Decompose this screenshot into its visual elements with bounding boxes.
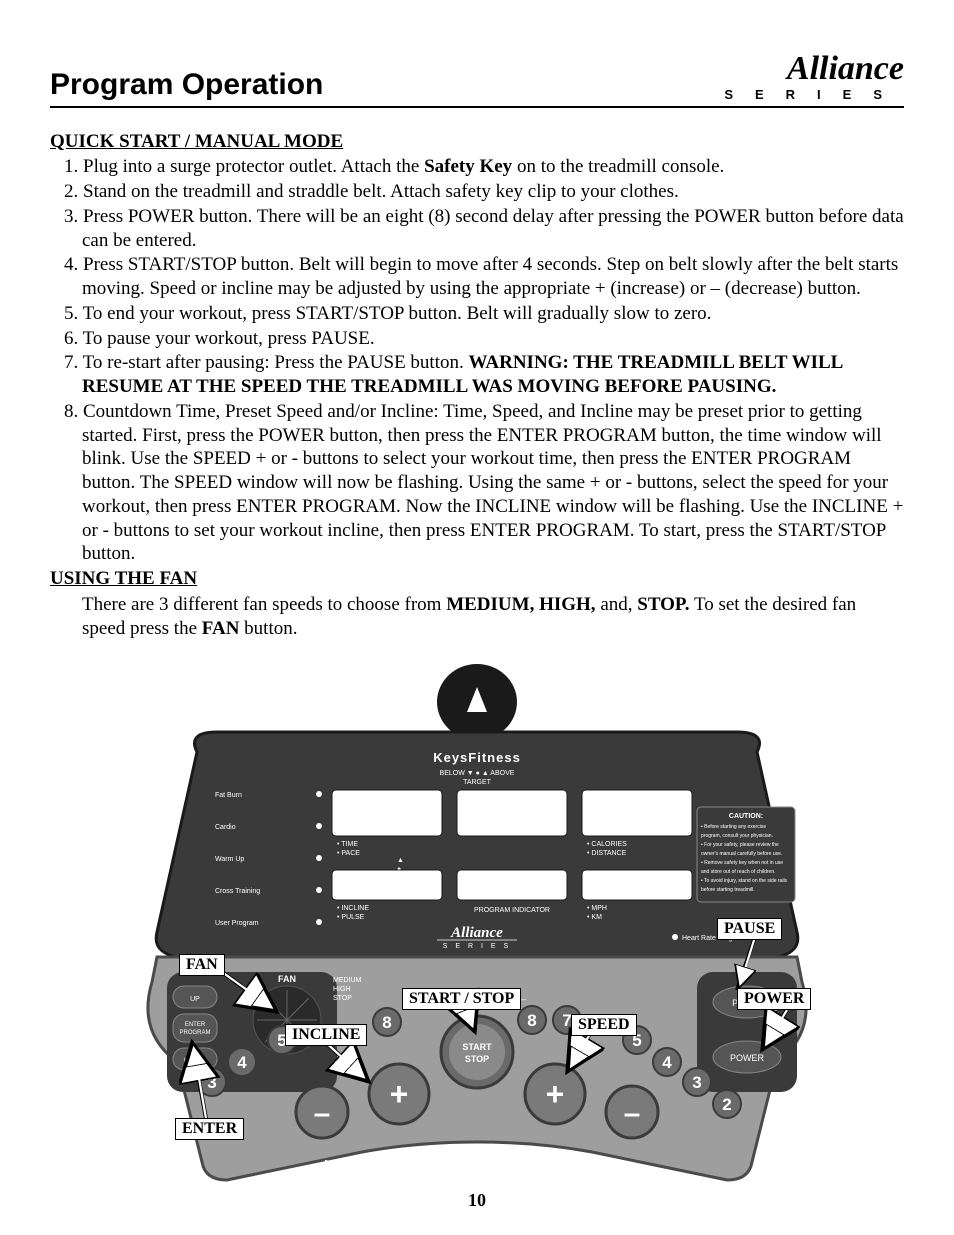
svg-text:• TIME: • TIME xyxy=(337,841,358,848)
svg-text:User Program: User Program xyxy=(215,920,259,927)
svg-text:• CALORIES: • CALORIES xyxy=(587,841,627,848)
svg-text:STOP: STOP xyxy=(465,1054,489,1064)
svg-text:• INCLINE: • INCLINE xyxy=(337,905,369,912)
step-6: 6. To pause your workout, press PAUSE. xyxy=(50,327,904,351)
svg-text:STOP: STOP xyxy=(333,995,352,1002)
svg-text:2: 2 xyxy=(722,1095,731,1114)
svg-text:PROGRAM: PROGRAM xyxy=(179,1030,210,1036)
svg-text:PROGRAM INDICATOR: PROGRAM INDICATOR xyxy=(474,907,550,914)
svg-text:BELOW ▼ ● ▲ ABOVE: BELOW ▼ ● ▲ ABOVE xyxy=(440,770,515,777)
svg-text:–: – xyxy=(624,1097,641,1130)
step-3: 3. Press POWER button. There will be an … xyxy=(50,205,904,253)
svg-text:• Remove safety key when not i: • Remove safety key when not in use xyxy=(701,860,783,866)
svg-text:3: 3 xyxy=(207,1073,216,1092)
callout-speed: SPEED xyxy=(571,1014,637,1036)
fan-heading: USING THE FAN xyxy=(50,567,904,591)
quickstart-heading: QUICK START / MANUAL MODE xyxy=(50,130,904,154)
svg-text:• PULSE: • PULSE xyxy=(337,914,365,921)
logo-rest: lliance xyxy=(810,50,904,87)
svg-text:POWER: POWER xyxy=(730,1053,765,1063)
svg-text:▲: ▲ xyxy=(397,857,404,864)
svg-text:• KM: • KM xyxy=(587,914,602,921)
svg-text:INCLINE: INCLINE xyxy=(324,1157,398,1174)
callout-pause: PAUSE xyxy=(717,918,782,940)
svg-text:+: + xyxy=(546,1076,565,1112)
svg-text:SPEED: SPEED xyxy=(563,1157,624,1174)
svg-text:Alliance: Alliance xyxy=(450,925,503,941)
svg-text:S E R I E S: S E R I E S xyxy=(443,943,511,950)
callout-startstop: START / STOP xyxy=(402,988,521,1010)
console-svg: KeysFitness BELOW ▼ ● ▲ ABOVE TARGET Fat… xyxy=(137,662,817,1192)
svg-text:• PACE: • PACE xyxy=(337,850,360,857)
body-content: QUICK START / MANUAL MODE 1. Plug into a… xyxy=(50,130,904,641)
svg-text:Fat Burn: Fat Burn xyxy=(215,792,242,799)
svg-text:before starting treadmill.: before starting treadmill. xyxy=(701,887,755,893)
svg-text:–: – xyxy=(314,1097,331,1130)
logo-prefix: A xyxy=(787,50,810,87)
page-title: Program Operation xyxy=(50,68,323,102)
step-5: 5. To end your workout, press START/STOP… xyxy=(50,302,904,326)
callout-enter: ENTER xyxy=(175,1118,244,1140)
svg-text:Cardio: Cardio xyxy=(215,824,236,831)
svg-text:• MPH: • MPH xyxy=(587,905,607,912)
svg-text:Warm Up: Warm Up xyxy=(215,856,244,863)
step-7: 7. To re-start after pausing: Press the … xyxy=(50,351,904,399)
svg-text:8: 8 xyxy=(382,1013,391,1032)
brand-logo: Alliance SERIES xyxy=(724,54,904,102)
fan-paragraph: There are 3 different fan speeds to choo… xyxy=(50,593,904,641)
svg-text:MEDIUM: MEDIUM xyxy=(333,977,362,984)
step-1: 1. Plug into a surge protector outlet. A… xyxy=(50,155,904,179)
svg-text:START: START xyxy=(462,1042,492,1052)
svg-text:FAN: FAN xyxy=(278,974,296,984)
svg-text:• For your safety, please revi: • For your safety, please review the xyxy=(701,842,779,848)
svg-text:CAUTION:: CAUTION: xyxy=(729,813,763,820)
svg-text:3: 3 xyxy=(692,1073,701,1092)
svg-text:owner's manual carefully befor: owner's manual carefully before use. xyxy=(701,851,782,857)
svg-text:4: 4 xyxy=(237,1053,247,1072)
svg-text:• Before starting any exercise: • Before starting any exercise xyxy=(701,824,766,830)
step-2: 2. Stand on the treadmill and straddle b… xyxy=(50,180,904,204)
svg-text:HIGH: HIGH xyxy=(333,986,351,993)
page-number: 10 xyxy=(0,1190,954,1211)
console-diagram: KeysFitness BELOW ▼ ● ▲ ABOVE TARGET Fat… xyxy=(137,662,817,1192)
callout-fan: FAN xyxy=(179,954,225,976)
console-diagram-wrap: KeysFitness BELOW ▼ ● ▲ ABOVE TARGET Fat… xyxy=(50,662,904,1192)
step-8: 8. Countdown Time, Preset Speed and/or I… xyxy=(50,400,904,566)
callout-incline: INCLINE xyxy=(285,1024,367,1046)
svg-text:program, consult your physicia: program, consult your physician. xyxy=(701,833,773,839)
quickstart-steps: 1. Plug into a surge protector outlet. A… xyxy=(50,155,904,566)
page-header: Program Operation Alliance SERIES xyxy=(50,54,904,108)
logo-series: SERIES xyxy=(724,87,904,102)
svg-text:4: 4 xyxy=(662,1053,672,1072)
svg-text:+: + xyxy=(390,1076,409,1112)
svg-text:Cross Training: Cross Training xyxy=(215,888,260,895)
step-4: 4. Press START/STOP button. Belt will be… xyxy=(50,253,904,301)
svg-text:TARGET: TARGET xyxy=(463,779,492,786)
svg-text:and store out of reach of chil: and store out of reach of children. xyxy=(701,869,776,875)
svg-text:• To avoid injury, stand on th: • To avoid injury, stand on the side rai… xyxy=(701,878,788,884)
svg-text:KeysFitness: KeysFitness xyxy=(433,750,521,765)
svg-text:8: 8 xyxy=(527,1011,536,1030)
svg-text:ENTER: ENTER xyxy=(185,1022,206,1028)
svg-text:• DISTANCE: • DISTANCE xyxy=(587,850,627,857)
callout-power: POWER xyxy=(737,988,811,1010)
svg-text:UP: UP xyxy=(190,996,200,1003)
